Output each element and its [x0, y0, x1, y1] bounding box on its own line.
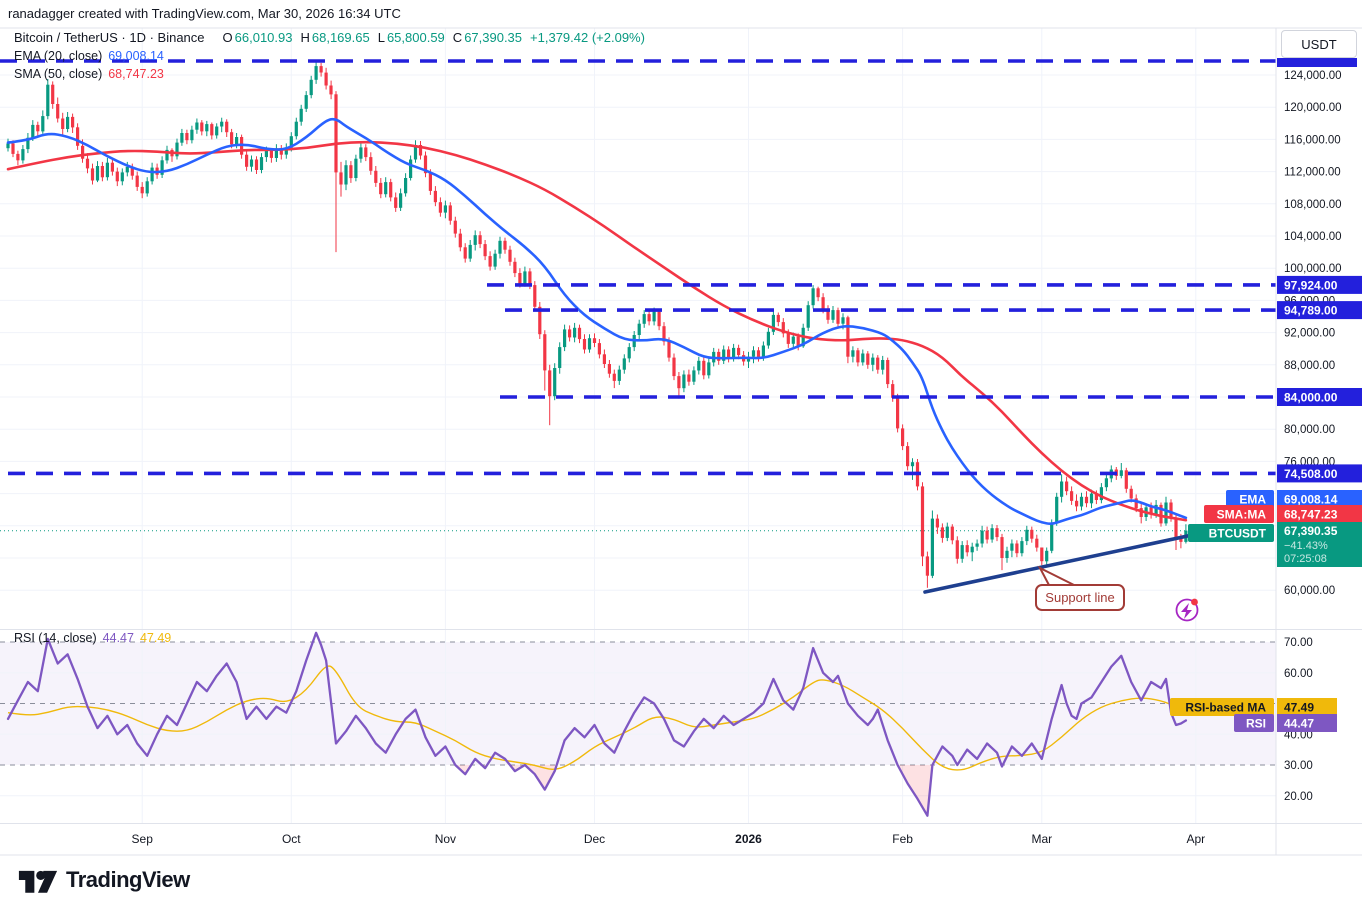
rsi-tag: RSI	[1234, 714, 1274, 732]
svg-text:120,000.00: 120,000.00	[1284, 102, 1342, 114]
symbol-title: Bitcoin / TetherUS · 1D · Binance	[14, 30, 205, 45]
watermark-text: ranadagger created with TradingView.com,…	[8, 6, 401, 21]
ohlc-readout: O 66,010.93 H 68,169.65 L 65,800.59 C 67,390…	[215, 30, 645, 45]
rsi-legend-title: RSI (14, close)	[14, 631, 97, 645]
svg-text:EMA: EMA	[1239, 493, 1266, 507]
low-label: L	[377, 30, 385, 45]
sma-legend[interactable]: SMA (50, close) 68,747.23	[14, 67, 164, 81]
rsi-line	[6, 631, 1188, 817]
rsi-legend[interactable]: RSI (14, close) 44.47 47.49	[14, 631, 171, 645]
sma50-line	[6, 140, 1188, 522]
level-label-clipped	[1277, 58, 1357, 67]
svg-text:Apr: Apr	[1186, 832, 1205, 846]
sma-legend-title: SMA (50, close)	[14, 67, 103, 81]
svg-text:60,000.00: 60,000.00	[1284, 585, 1335, 597]
currency-unit-label: USDT	[1301, 36, 1337, 52]
ema-legend-value: 69,008.14	[108, 49, 164, 63]
svg-text:112,000.00: 112,000.00	[1284, 167, 1341, 179]
svg-text:Dec: Dec	[584, 832, 605, 846]
svg-text:47.49: 47.49	[1284, 701, 1314, 715]
ema-legend-title: EMA (20, close)	[14, 49, 103, 63]
svg-text:116,000.00: 116,000.00	[1284, 134, 1341, 146]
svg-text:Support line: Support line	[1045, 590, 1114, 605]
open-label: O	[222, 30, 233, 45]
close-label: C	[452, 30, 463, 45]
svg-text:RSI: RSI	[1246, 717, 1266, 731]
sma-legend-value: 68,747.23	[108, 67, 164, 81]
svg-text:RSI-based MA: RSI-based MA	[1185, 701, 1266, 715]
svg-text:BTCUSDT: BTCUSDT	[1209, 527, 1267, 541]
svg-text:30.00: 30.00	[1284, 760, 1313, 772]
svg-text:84,000.00: 84,000.00	[1284, 391, 1338, 405]
last-price-axis-label: 67,390.35 −41.43%07:25:08	[1277, 522, 1362, 567]
rsi-ma-tag: RSI-based MA	[1170, 698, 1274, 716]
svg-text:68,747.23: 68,747.23	[1284, 508, 1338, 522]
svg-text:94,789.00: 94,789.00	[1284, 304, 1338, 318]
level-label-2: 94,789.00	[1277, 301, 1362, 320]
svg-text:124,000.00: 124,000.00	[1284, 70, 1342, 82]
tradingview-logo-text: TradingView	[66, 867, 190, 892]
rsi-axis-label: 44.47	[1277, 714, 1337, 732]
svg-text:44.47: 44.47	[1284, 717, 1314, 731]
svg-text:20.00: 20.00	[1284, 791, 1313, 803]
svg-text:Mar: Mar	[1031, 832, 1052, 846]
svg-text:74,508.00: 74,508.00	[1284, 467, 1338, 481]
close-value: 67,390.35	[464, 30, 523, 45]
ema-tag: EMA	[1226, 490, 1274, 508]
svg-text:104,000.00: 104,000.00	[1284, 231, 1342, 243]
svg-text:SMA:MA: SMA:MA	[1217, 508, 1267, 522]
symbol-tag: BTCUSDT	[1188, 524, 1274, 542]
high-value: 68,169.65	[311, 30, 370, 45]
svg-text:Feb: Feb	[892, 832, 913, 846]
svg-text:Sep: Sep	[132, 832, 154, 846]
support-callout[interactable]: Support line	[1035, 565, 1125, 611]
svg-text:100,000.00: 100,000.00	[1284, 263, 1342, 275]
rsi-legend-value: 44.47	[102, 631, 134, 645]
ema-axis-label: 69,008.14	[1277, 490, 1362, 508]
currency-unit-button[interactable]: USDT	[1281, 30, 1357, 58]
tradingview-logo-icon	[18, 870, 58, 893]
svg-text:97,924.00: 97,924.00	[1284, 278, 1338, 292]
tradingview-logo[interactable]: TradingView	[18, 864, 190, 896]
svg-text:Oct: Oct	[282, 832, 301, 846]
ema-legend[interactable]: EMA (20, close) 69,008.14	[14, 49, 164, 63]
change-value: +1,379.42 (+2.09%)	[530, 30, 645, 45]
svg-text:80,000.00: 80,000.00	[1284, 424, 1335, 436]
rsi-ma-legend-value: 47.49	[139, 631, 172, 645]
svg-text:92,000.00: 92,000.00	[1284, 328, 1335, 340]
support-trendline[interactable]	[923, 529, 1213, 594]
svg-text:108,000.00: 108,000.00	[1284, 199, 1342, 211]
svg-text:2026: 2026	[735, 832, 762, 846]
sma-tag: SMA:MA	[1204, 505, 1274, 523]
level-label-4: 74,508.00	[1277, 464, 1362, 483]
svg-text:−41.43%: −41.43%	[1284, 540, 1328, 552]
svg-text:67,390.35: 67,390.35	[1284, 524, 1338, 538]
grid	[0, 28, 1276, 823]
level-label-1: 97,924.00	[1277, 275, 1362, 294]
svg-text:40.00: 40.00	[1284, 729, 1313, 741]
time-scale[interactable]: Sep Oct Nov Dec 2026 Feb Mar Apr	[132, 832, 1206, 846]
sma-axis-label: 68,747.23	[1277, 505, 1362, 523]
level-label-3: 84,000.00	[1277, 388, 1362, 406]
price-scale[interactable]: 124,000.00 120,000.00 116,000.00 112,000.00…	[1284, 70, 1342, 803]
high-label: H	[300, 30, 310, 45]
low-value: 65,800.59	[386, 30, 445, 45]
svg-text:07:25:08: 07:25:08	[1284, 553, 1327, 565]
open-value: 66,010.93	[234, 30, 293, 45]
rsi-ma-axis-label: 47.49	[1277, 698, 1337, 716]
svg-text:70.00: 70.00	[1284, 637, 1313, 649]
flash-icon[interactable]	[1175, 598, 1199, 622]
ema20-line	[6, 117, 1188, 525]
svg-text:69,008.14: 69,008.14	[1284, 493, 1338, 507]
symbol-legend[interactable]: Bitcoin / TetherUS · 1D · Binance O 66,01…	[14, 30, 645, 45]
svg-text:88,000.00: 88,000.00	[1284, 360, 1335, 372]
svg-text:60.00: 60.00	[1284, 668, 1313, 680]
svg-text:Nov: Nov	[435, 832, 456, 846]
